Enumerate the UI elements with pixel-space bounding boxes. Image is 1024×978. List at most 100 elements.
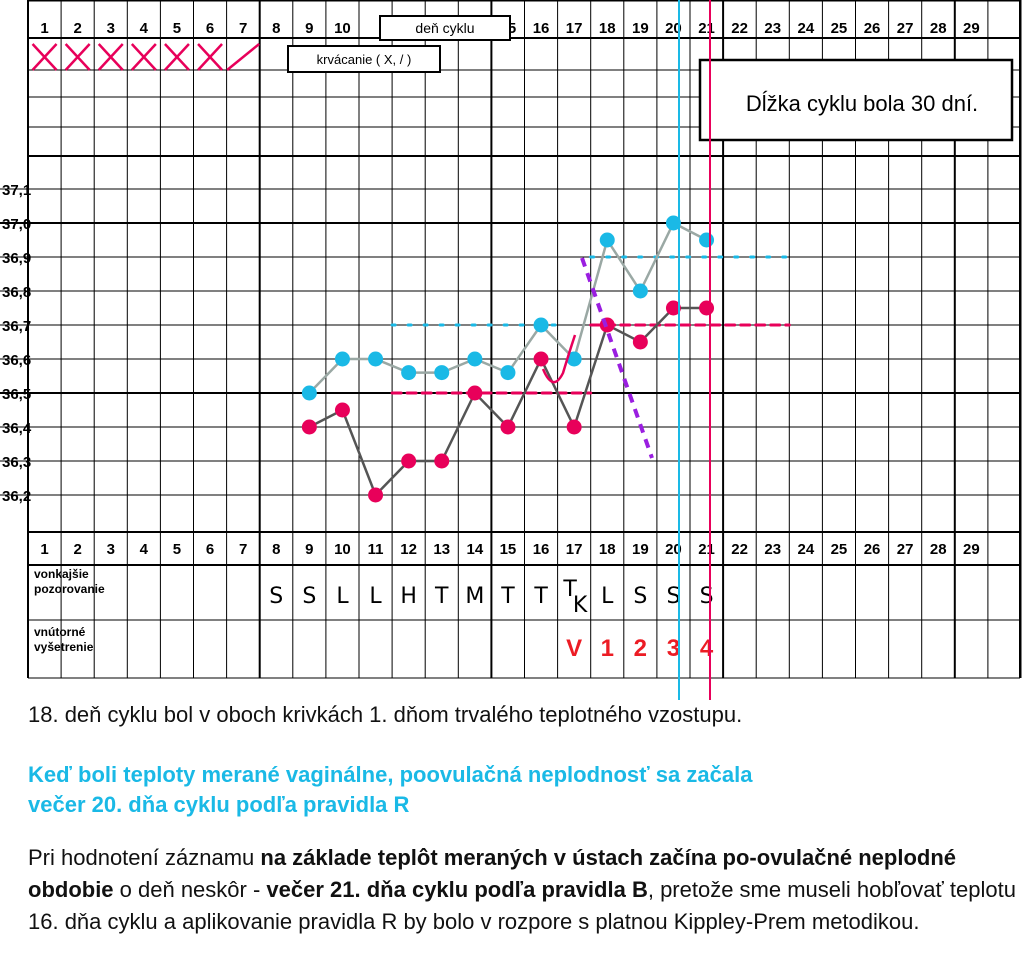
external-sign: S xyxy=(302,584,316,609)
top-day-number: 2 xyxy=(73,20,81,37)
bleeding-label: krvácanie ( X, / ) xyxy=(317,52,412,67)
external-sign: T xyxy=(434,584,449,609)
bleeding-marks xyxy=(31,43,260,71)
y-tick-label: 36,9 xyxy=(2,250,31,267)
external-sign: S xyxy=(633,584,647,609)
top-day-number: 17 xyxy=(566,20,583,37)
temperature-point xyxy=(401,453,417,469)
internal-sign: 1 xyxy=(601,635,614,662)
bottom-day-number: 11 xyxy=(368,541,384,558)
internal-sign: 4 xyxy=(700,635,714,662)
bottom-day-number: 1 xyxy=(40,541,48,558)
external-sign: T xyxy=(562,577,577,602)
external-sign: L xyxy=(601,584,614,609)
series-line xyxy=(308,306,707,498)
external-observation-label-2: pozorovanie xyxy=(34,582,105,596)
bottom-day-number: 18 xyxy=(599,541,616,558)
internal-exam-label-2: vyšetrenie xyxy=(34,640,94,654)
bleeding-x-mark xyxy=(130,43,157,71)
bottom-day-number: 8 xyxy=(272,541,280,558)
temperature-point xyxy=(301,419,317,435)
note-vaginal-line-2: večer 20. dňa cyklu podľa pravidla R xyxy=(28,792,410,817)
internal-sign: 3 xyxy=(667,635,680,662)
temperature-point xyxy=(401,365,417,381)
note-oral-rule-b: Pri hodnotení záznamu na základe teplôt … xyxy=(28,842,1018,938)
top-day-number: 9 xyxy=(305,20,313,37)
bottom-day-numbers: 1 2 3 4 5 6 7 8 9 10 11 12 13 14 15 16 17 18 19 20 21 22 23 24 2… xyxy=(40,541,979,558)
external-signs: S S L L H T M T T TK L S S S xyxy=(269,577,713,618)
note-oral-part-3: o deň neskôr - xyxy=(113,877,267,902)
cycle-length-box xyxy=(698,58,1014,142)
external-sign: H xyxy=(400,584,417,609)
top-day-number: 16 xyxy=(533,20,550,37)
top-day-number: 7 xyxy=(239,20,247,37)
temperature-point xyxy=(500,365,516,381)
top-day-number: 8 xyxy=(272,20,280,37)
hobbled-temperature-mark xyxy=(541,334,577,384)
temperature-point xyxy=(368,487,384,503)
external-sign: S xyxy=(700,584,714,609)
temperature-point xyxy=(632,283,648,299)
top-day-number: 28 xyxy=(930,20,947,37)
temperature-point xyxy=(467,351,483,367)
internal-exam-label-1: vnútorné xyxy=(34,625,86,639)
external-sign: L xyxy=(369,584,382,609)
note-oral-part-2: na základe teplôt meraných v ústach začí… xyxy=(28,845,957,902)
y-tick-label: 37,1 xyxy=(2,182,31,199)
temperature-point xyxy=(699,232,715,248)
top-day-number: 21 xyxy=(698,20,715,37)
bleeding-slash-mark xyxy=(226,43,260,71)
temperature-point xyxy=(467,385,483,401)
note-oral-part-1: Pri hodnotení záznamu xyxy=(28,845,261,870)
external-sign: T xyxy=(533,584,548,609)
temperature-point xyxy=(533,351,549,367)
bottom-day-number: 17 xyxy=(566,541,583,558)
top-day-number: 24 xyxy=(798,20,815,37)
temperature-series xyxy=(301,215,715,503)
y-tick-label: 36,3 xyxy=(2,454,31,471)
external-sign: M xyxy=(465,584,484,609)
external-sign: T xyxy=(500,584,515,609)
y-tick-label: 37,0 xyxy=(2,216,31,233)
bottom-day-number: 19 xyxy=(632,541,649,558)
temperature-point xyxy=(334,402,350,418)
temperature-point xyxy=(566,351,582,367)
top-day-number: 22 xyxy=(731,20,748,37)
day-label-box xyxy=(379,15,511,41)
bottom-day-number: 2 xyxy=(73,541,81,558)
external-sign: K xyxy=(573,593,588,618)
temperature-point xyxy=(334,351,350,367)
temperature-point xyxy=(632,334,648,350)
temperature-point xyxy=(665,300,681,316)
bottom-day-number: 14 xyxy=(467,541,484,558)
bottom-day-number: 28 xyxy=(930,541,947,558)
bleeding-label-box xyxy=(287,45,441,73)
top-day-number: 4 xyxy=(140,20,149,37)
bottom-day-number: 10 xyxy=(334,541,351,558)
top-day-number: 10 xyxy=(334,20,351,37)
bottom-day-number: 29 xyxy=(963,541,980,558)
bleeding-x-mark xyxy=(197,43,223,71)
top-day-number: 29 xyxy=(963,20,980,37)
note-vaginal-rule-r: Keď boli teploty merané vaginálne, poovu… xyxy=(28,760,752,820)
top-day-number: 23 xyxy=(764,20,781,37)
temperature-point xyxy=(665,215,681,231)
bottom-day-number: 4 xyxy=(140,541,149,558)
bottom-day-number: 6 xyxy=(206,541,214,558)
top-day-number: 27 xyxy=(897,20,914,37)
bleeding-x-mark xyxy=(31,43,58,71)
bottom-day-number: 26 xyxy=(864,541,881,558)
bottom-day-number: 20 xyxy=(665,541,682,558)
temperature-point xyxy=(566,419,582,435)
temperature-point xyxy=(599,232,615,248)
bottom-day-number: 3 xyxy=(107,541,115,558)
external-sign: S xyxy=(269,584,283,609)
external-sign: S xyxy=(666,584,680,609)
temperature-point xyxy=(434,365,450,381)
y-tick-label: 36,5 xyxy=(2,386,31,403)
bottom-day-number: 12 xyxy=(400,541,417,558)
top-day-number: 25 xyxy=(831,20,848,37)
y-tick-label: 36,8 xyxy=(2,284,31,301)
bottom-day-number: 23 xyxy=(764,541,781,558)
top-day-number: 19 xyxy=(632,20,649,37)
